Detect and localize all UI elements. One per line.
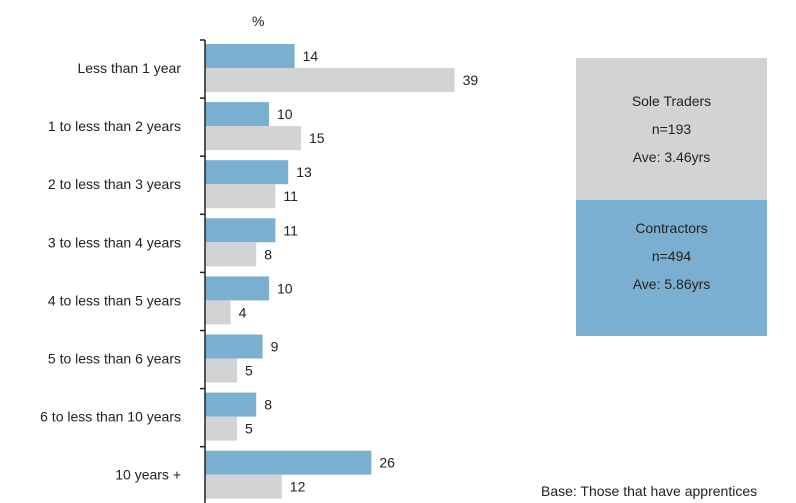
data-label: 12 [290,479,306,495]
legend-contractors-title: Contractors [635,220,708,236]
category-label: 2 to less than 3 years [48,176,181,192]
legend-contractors-average: Ave: 5.86yrs [632,276,711,292]
bar-sole-traders [205,358,237,383]
category-label: 10 years + [115,467,181,483]
data-label: 9 [271,339,279,355]
base-note: Base: Those that have apprentices [541,483,758,499]
bar-contractors [205,218,276,243]
data-label: 4 [239,304,247,320]
data-label: 11 [283,222,298,238]
legend-contractors: Contractors n=494 Ave: 5.86yrs [576,200,767,336]
bar-sole-traders [205,474,282,499]
category-label: 4 to less than 5 years [48,292,181,308]
data-label: 8 [264,246,272,262]
data-label: 13 [296,164,312,180]
bar-contractors [205,392,257,417]
category-label: 1 to less than 2 years [48,118,181,134]
legend-contractors-n: n=494 [651,248,692,264]
bar-contractors [205,44,295,68]
bar-sole-traders [205,68,455,92]
data-label: 11 [283,188,298,204]
data-label: 5 [245,363,253,379]
legend-sole-traders-title: Sole Traders [631,93,712,109]
data-label: 15 [309,130,325,146]
legend-sole-traders-n: n=193 [651,121,692,137]
data-label: 26 [379,455,395,471]
bar-contractors [205,334,263,359]
bar-sole-traders [205,184,276,209]
bar-sole-traders [205,126,301,151]
bar-sole-traders [205,300,231,325]
data-label: 5 [245,421,253,437]
category-label: 3 to less than 4 years [48,234,181,250]
bar-contractors [205,160,289,185]
category-label: 5 to less than 6 years [48,351,181,367]
data-label: 39 [463,72,479,88]
data-label: 8 [264,397,272,413]
category-label: Less than 1 year [77,60,181,76]
bar-sole-traders [205,416,237,441]
category-label: 6 to less than 10 years [40,409,181,425]
bar-contractors [205,102,269,127]
legend-sole-traders-average: Ave: 3.46yrs [632,149,711,165]
legend-sole-traders: Sole Traders n=193 Ave: 3.46yrs [576,58,767,200]
bar-contractors [205,276,269,301]
data-label: 14 [303,48,319,64]
data-label: 10 [277,106,293,122]
unit-label: % [252,13,265,29]
bar-sole-traders [205,242,257,267]
data-label: 10 [277,280,293,296]
bar-contractors [205,450,372,475]
